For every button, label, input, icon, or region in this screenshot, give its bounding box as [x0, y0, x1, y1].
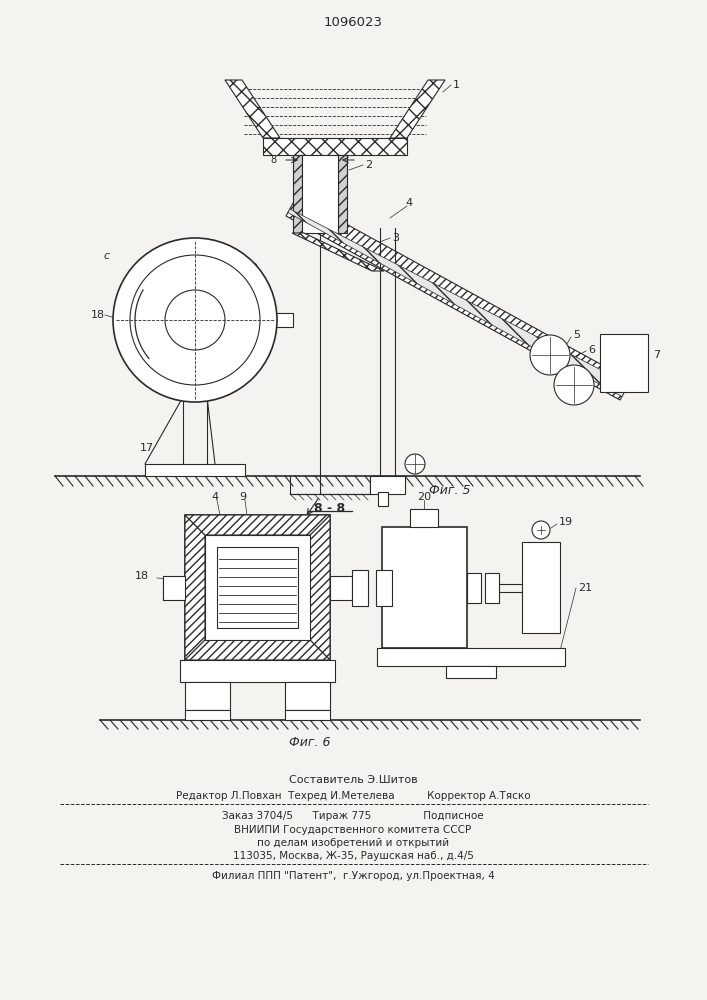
Bar — [376, 570, 392, 606]
Bar — [485, 573, 499, 603]
Text: 6: 6 — [588, 345, 595, 355]
Bar — [285, 710, 330, 720]
Text: 1: 1 — [453, 80, 460, 90]
Text: d: d — [632, 379, 638, 389]
Text: 19: 19 — [559, 517, 573, 527]
Bar — [600, 334, 648, 392]
Text: 8: 8 — [270, 155, 276, 165]
Bar — [185, 710, 230, 720]
Circle shape — [532, 521, 550, 539]
Polygon shape — [185, 682, 230, 710]
Bar — [330, 576, 352, 600]
Polygon shape — [185, 515, 205, 660]
Polygon shape — [185, 640, 330, 660]
Bar — [274, 313, 293, 327]
Text: 2: 2 — [365, 160, 372, 170]
Polygon shape — [292, 233, 384, 271]
Polygon shape — [185, 515, 330, 535]
Bar — [338, 155, 347, 233]
Bar — [163, 576, 185, 600]
Text: 7: 7 — [653, 350, 660, 360]
Polygon shape — [286, 197, 631, 400]
Text: c: c — [103, 251, 109, 261]
Text: 9: 9 — [240, 492, 247, 502]
Bar — [217, 547, 298, 628]
Bar — [377, 648, 565, 666]
Text: 20: 20 — [417, 492, 431, 502]
Text: Фиг. 5: Фиг. 5 — [429, 484, 471, 496]
Bar — [467, 573, 481, 603]
Text: ВНИИПИ Государственного комитета СССР: ВНИИПИ Государственного комитета СССР — [235, 825, 472, 835]
Bar — [302, 155, 338, 233]
Polygon shape — [285, 682, 330, 710]
Text: 17: 17 — [140, 443, 154, 453]
Bar — [352, 570, 368, 606]
Bar — [446, 666, 496, 678]
Polygon shape — [288, 209, 629, 396]
Bar — [410, 509, 438, 527]
Text: 3: 3 — [392, 233, 399, 243]
Text: Филиал ППП "Патент",  г.Ужгород, ул.Проектная, 4: Филиал ППП "Патент", г.Ужгород, ул.Проек… — [211, 871, 494, 881]
Text: Фиг. 6: Фиг. 6 — [289, 736, 331, 748]
Text: 10: 10 — [245, 263, 259, 273]
Text: 8: 8 — [291, 521, 298, 531]
Circle shape — [130, 255, 260, 385]
Text: 9: 9 — [230, 248, 237, 258]
Bar — [522, 542, 560, 633]
Text: 4: 4 — [405, 198, 412, 208]
Bar — [205, 535, 310, 640]
Polygon shape — [263, 138, 407, 155]
Text: 1096023: 1096023 — [324, 15, 382, 28]
Circle shape — [405, 454, 425, 474]
Polygon shape — [390, 80, 445, 138]
Circle shape — [165, 290, 225, 350]
Text: 18: 18 — [91, 310, 105, 320]
Text: Заказ 3704/5      Тираж 775                Подписное: Заказ 3704/5 Тираж 775 Подписное — [222, 811, 484, 821]
Text: 18: 18 — [135, 571, 149, 581]
Bar — [185, 515, 330, 660]
Polygon shape — [310, 515, 330, 660]
Text: 4: 4 — [211, 492, 218, 502]
Circle shape — [554, 365, 594, 405]
Text: Редактор Л.Повхан  Техред И.Метелева          Корректор А.Тяско: Редактор Л.Повхан Техред И.Метелева Корр… — [175, 791, 530, 801]
Circle shape — [530, 335, 570, 375]
Circle shape — [113, 238, 277, 402]
Text: Составитель Э.Шитов: Составитель Э.Шитов — [288, 775, 417, 785]
Text: 8 - 8: 8 - 8 — [315, 502, 346, 514]
Bar — [370, 476, 405, 494]
Bar — [180, 660, 335, 682]
Text: по делам изобретений и открытий: по делам изобретений и открытий — [257, 838, 449, 848]
Text: 5: 5 — [573, 330, 580, 340]
Bar — [378, 492, 388, 506]
Bar — [293, 155, 302, 233]
Polygon shape — [225, 80, 280, 138]
Text: 21: 21 — [578, 583, 592, 593]
Bar — [145, 464, 245, 476]
Bar — [382, 527, 467, 648]
Text: 113035, Москва, Ж-35, Раушская наб., д.4/5: 113035, Москва, Ж-35, Раушская наб., д.4… — [233, 851, 474, 861]
